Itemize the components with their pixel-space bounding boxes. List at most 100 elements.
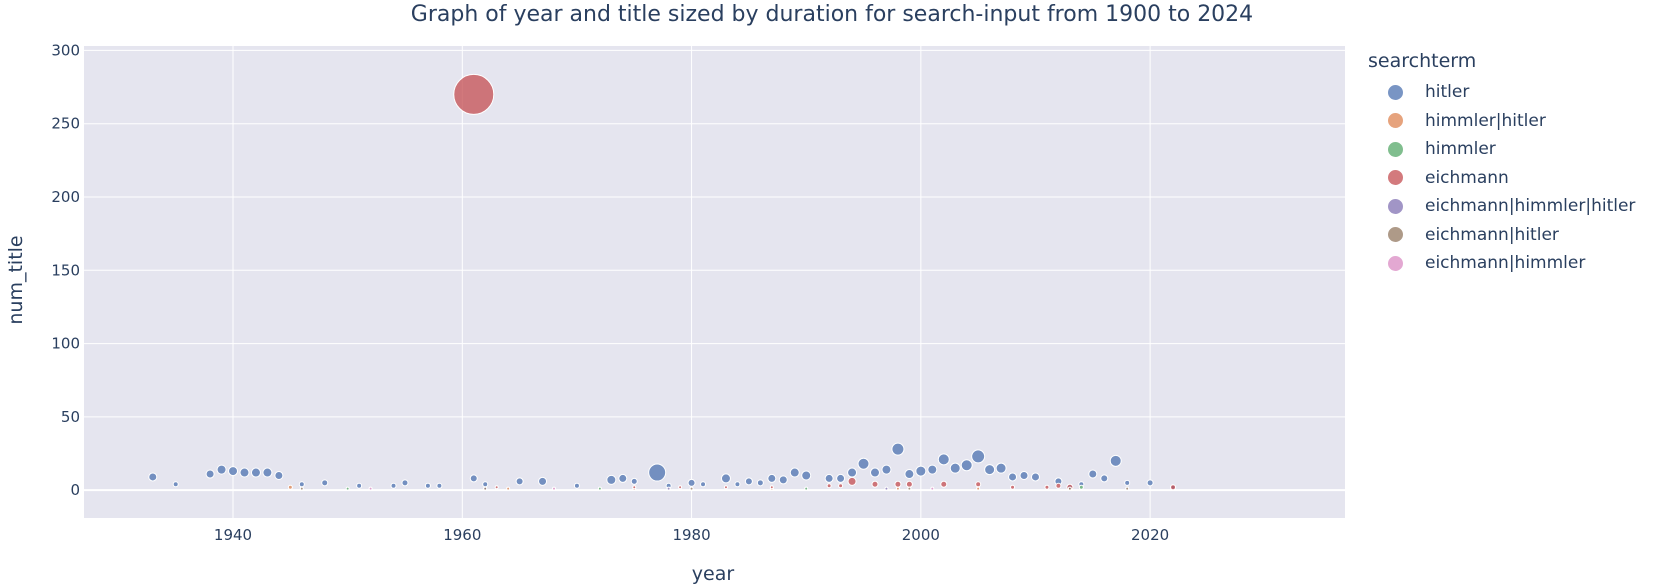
data-point[interactable] — [390, 482, 397, 489]
data-point[interactable] — [723, 485, 728, 490]
legend-item[interactable]: eichmann|himmler|hitler — [1368, 192, 1635, 221]
data-point[interactable] — [1146, 479, 1154, 487]
data-point[interactable] — [424, 482, 431, 489]
data-point[interactable] — [1010, 484, 1016, 490]
data-point[interactable] — [927, 464, 938, 475]
data-point[interactable] — [573, 482, 580, 489]
data-point[interactable] — [250, 467, 261, 478]
data-point[interactable] — [274, 470, 284, 480]
data-point[interactable] — [453, 73, 495, 115]
data-point[interactable] — [299, 486, 304, 491]
data-point[interactable] — [734, 481, 741, 488]
data-point[interactable] — [552, 486, 557, 491]
data-point[interactable] — [515, 477, 524, 486]
data-point[interactable] — [1078, 484, 1084, 490]
data-point[interactable] — [356, 482, 363, 489]
data-point[interactable] — [205, 469, 215, 479]
data-point[interactable] — [915, 465, 927, 477]
data-point[interactable] — [769, 485, 774, 490]
data-point[interactable] — [1055, 482, 1062, 489]
data-point[interactable] — [239, 467, 250, 478]
data-point[interactable] — [904, 469, 915, 480]
data-point[interactable] — [494, 485, 499, 490]
data-point[interactable] — [368, 486, 373, 491]
data-point[interactable] — [891, 442, 905, 456]
data-point[interactable] — [687, 478, 696, 487]
data-point[interactable] — [949, 462, 961, 474]
data-point[interactable] — [506, 486, 511, 491]
data-point[interactable] — [940, 480, 948, 488]
data-point[interactable] — [287, 484, 293, 490]
data-point[interactable] — [789, 467, 800, 478]
data-point[interactable] — [720, 473, 731, 484]
data-point[interactable] — [678, 485, 683, 490]
data-point[interactable] — [804, 486, 809, 491]
data-point[interactable] — [1008, 472, 1018, 482]
data-point[interactable] — [907, 486, 912, 491]
data-point[interactable] — [345, 486, 350, 491]
data-point[interactable] — [483, 486, 488, 491]
data-point[interactable] — [1067, 486, 1072, 491]
data-point[interactable] — [1044, 484, 1050, 490]
data-point[interactable] — [836, 473, 846, 483]
data-point[interactable] — [700, 481, 707, 488]
data-point[interactable] — [689, 486, 694, 491]
data-point[interactable] — [216, 464, 227, 475]
data-point[interactable] — [262, 467, 273, 478]
data-point[interactable] — [847, 467, 858, 478]
data-point[interactable] — [1019, 470, 1029, 480]
data-point[interactable] — [1124, 479, 1131, 486]
data-point[interactable] — [632, 485, 637, 490]
data-point[interactable] — [172, 481, 179, 488]
data-point[interactable] — [824, 473, 834, 483]
data-point[interactable] — [321, 479, 329, 487]
data-point[interactable] — [666, 486, 671, 491]
data-point[interactable] — [995, 462, 1007, 474]
data-point[interactable] — [838, 483, 844, 489]
data-point[interactable] — [756, 479, 764, 487]
data-point[interactable] — [469, 474, 478, 483]
data-point[interactable] — [905, 480, 913, 488]
data-point[interactable] — [1170, 484, 1177, 491]
legend-item[interactable]: eichmann — [1368, 164, 1635, 193]
data-point[interactable] — [482, 481, 489, 488]
data-point[interactable] — [826, 483, 832, 489]
data-point[interactable] — [767, 473, 777, 483]
data-point[interactable] — [436, 482, 443, 489]
data-point[interactable] — [847, 476, 857, 486]
data-point[interactable] — [869, 467, 880, 478]
data-point[interactable] — [148, 472, 158, 482]
legend-item[interactable]: himmler|hitler — [1368, 107, 1635, 136]
data-point[interactable] — [881, 464, 892, 475]
data-point[interactable] — [984, 464, 996, 476]
data-point[interactable] — [606, 474, 617, 485]
data-point[interactable] — [960, 459, 973, 472]
data-point[interactable] — [538, 476, 548, 486]
data-point[interactable] — [401, 479, 409, 487]
legend-item[interactable]: himmler — [1368, 135, 1635, 164]
data-point[interactable] — [744, 477, 753, 486]
data-point[interactable] — [228, 466, 239, 477]
data-point[interactable] — [976, 486, 981, 491]
data-point[interactable] — [648, 463, 667, 482]
legend-item[interactable]: eichmann|hitler — [1368, 221, 1635, 250]
data-point[interactable] — [975, 481, 982, 488]
data-point[interactable] — [937, 453, 950, 466]
data-point[interactable] — [1088, 469, 1098, 479]
data-point[interactable] — [1125, 486, 1130, 491]
data-point[interactable] — [298, 481, 305, 488]
data-point[interactable] — [871, 480, 879, 488]
data-point[interactable] — [971, 449, 986, 464]
data-point[interactable] — [630, 477, 638, 485]
data-point[interactable] — [618, 473, 628, 483]
data-point[interactable] — [884, 486, 889, 491]
data-point[interactable] — [930, 486, 935, 491]
data-point[interactable] — [894, 480, 902, 488]
data-point[interactable] — [1109, 454, 1122, 467]
data-point[interactable] — [1030, 472, 1040, 482]
legend-item[interactable]: hitler — [1368, 78, 1635, 107]
legend-item[interactable]: eichmann|himmler — [1368, 249, 1635, 278]
data-point[interactable] — [801, 470, 812, 481]
data-point[interactable] — [597, 486, 602, 491]
data-point[interactable] — [1100, 474, 1109, 483]
